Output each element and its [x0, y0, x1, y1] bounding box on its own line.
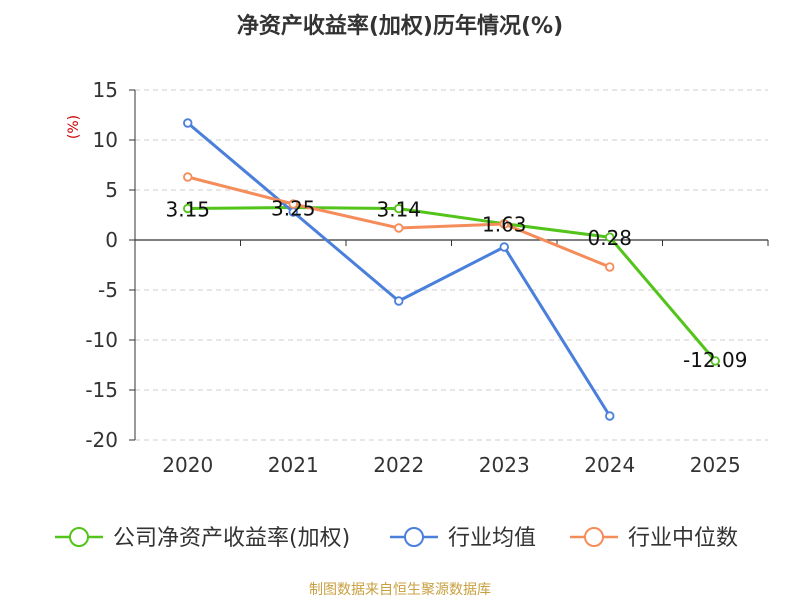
data-label: 3.14 [376, 198, 421, 222]
y-tick-label: -5 [98, 278, 118, 302]
series-point-1 [183, 118, 193, 128]
series-point-0 [605, 232, 615, 242]
x-tick-label: 2025 [690, 453, 741, 477]
data-label: 3.15 [165, 198, 210, 222]
y-tick-label: 10 [93, 128, 118, 152]
series-point-2 [394, 223, 404, 233]
series-lines [183, 118, 720, 421]
series-point-1 [499, 242, 509, 252]
y-axis-label: (%) [66, 115, 82, 139]
series-line-0 [187, 206, 717, 362]
y-tick-label: 5 [105, 178, 118, 202]
axes: 15 10 5 0 -5 -10 -15 -20 2020 2021 2022 2023 2024 202… [85, 78, 769, 477]
y-tick-label: -10 [85, 328, 118, 352]
legend-marker [69, 527, 89, 547]
data-label: 3.25 [271, 197, 316, 221]
data-labels: 3.15 3.25 3.14 1.63 0.28 -12.09 [165, 197, 747, 372]
legend-marker [404, 527, 424, 547]
series-point-2 [499, 219, 509, 229]
y-tick-label: 15 [93, 78, 118, 102]
series-line-1 [186, 121, 612, 417]
series-point-1 [605, 411, 615, 421]
series-point-0 [710, 356, 720, 366]
x-tick-label: 2023 [479, 453, 530, 477]
chart-title: 净资产收益率(加权)历年情况(%) [237, 13, 563, 39]
x-tick-label: 2022 [373, 453, 424, 477]
series-point-0 [394, 203, 404, 214]
legend-marker [584, 527, 604, 547]
series-point-0 [183, 203, 193, 214]
x-tick-label: 2020 [162, 453, 213, 477]
y-tick-label: 0 [105, 228, 118, 252]
data-label: 1.63 [482, 213, 527, 237]
y-tick-label: -20 [85, 428, 118, 452]
y-tick-label: -15 [85, 378, 118, 402]
legend-label: 行业中位数 [628, 526, 738, 551]
legend: 公司净资产收益率(加权) 行业均值 行业中位数 [55, 526, 738, 551]
source-footer: 制图数据来自恒生聚源数据库 [309, 582, 491, 598]
series-point-2 [288, 199, 298, 209]
data-label: 0.28 [587, 226, 632, 250]
legend-label: 公司净资产收益率(加权) [113, 526, 350, 551]
series-point-2 [605, 262, 615, 272]
x-tick-label: 2021 [268, 453, 319, 477]
grid-lines [135, 89, 768, 441]
x-tick-label: 2024 [584, 453, 635, 477]
legend-label: 行业均值 [448, 526, 536, 551]
series-point-1 [394, 296, 404, 306]
series-point-2 [183, 172, 193, 182]
data-label: -12.09 [683, 348, 747, 372]
